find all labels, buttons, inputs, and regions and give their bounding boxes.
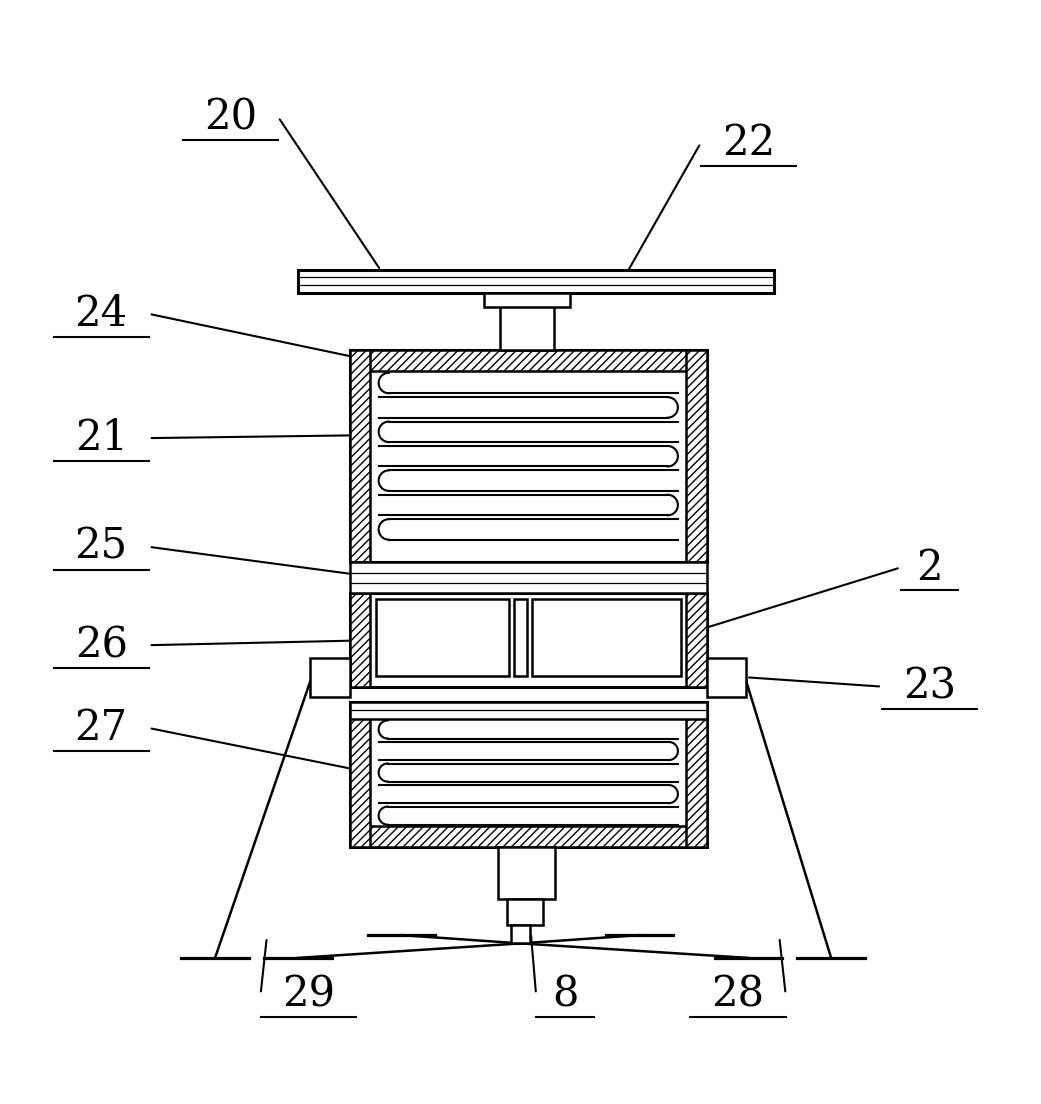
Bar xyxy=(686,702,707,847)
Bar xyxy=(350,594,371,687)
Bar xyxy=(707,658,746,697)
Bar xyxy=(350,350,371,562)
Bar xyxy=(484,294,569,307)
Bar xyxy=(350,562,707,594)
Text: 29: 29 xyxy=(282,973,335,1016)
Text: 28: 28 xyxy=(711,973,764,1016)
Bar xyxy=(507,899,543,925)
Bar xyxy=(514,598,527,677)
Text: 8: 8 xyxy=(552,973,578,1016)
Bar xyxy=(532,598,681,677)
Bar xyxy=(376,598,509,677)
Text: 24: 24 xyxy=(75,293,128,335)
Text: 23: 23 xyxy=(903,666,956,708)
Text: 22: 22 xyxy=(721,123,775,164)
Text: 21: 21 xyxy=(75,417,128,459)
Bar xyxy=(350,702,707,847)
Text: 2: 2 xyxy=(916,546,943,588)
Bar xyxy=(686,594,707,687)
Bar xyxy=(350,350,707,562)
Bar xyxy=(686,350,707,562)
Bar xyxy=(350,702,707,719)
Bar xyxy=(500,294,554,350)
Bar xyxy=(498,847,555,899)
Bar xyxy=(511,925,530,944)
Bar xyxy=(310,658,350,697)
Bar xyxy=(350,350,707,371)
Bar xyxy=(350,702,371,847)
Bar xyxy=(298,270,775,294)
Text: 20: 20 xyxy=(204,96,257,138)
Bar xyxy=(350,594,707,687)
Text: 26: 26 xyxy=(75,624,128,666)
Text: 27: 27 xyxy=(75,707,128,749)
Bar xyxy=(350,827,707,847)
Text: 25: 25 xyxy=(75,526,128,567)
